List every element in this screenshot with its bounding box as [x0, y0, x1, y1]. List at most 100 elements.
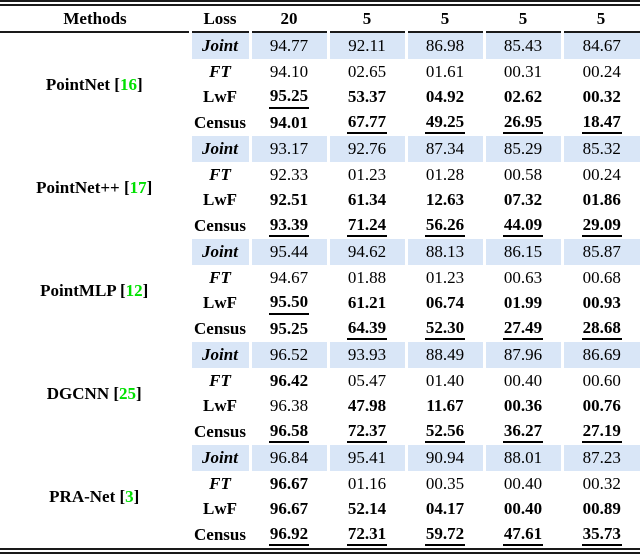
- value-text: 01.61: [425, 61, 465, 81]
- value-text: 64.39: [346, 318, 388, 341]
- value-text: 18.47: [581, 112, 622, 135]
- value-cell: 71.24: [326, 213, 406, 239]
- value-cell: 95.44: [248, 239, 328, 265]
- loss-cell: Joint: [188, 136, 250, 162]
- value-cell: 84.67: [560, 32, 640, 59]
- value-text: 86.98: [425, 35, 465, 55]
- value-cell: 00.40: [482, 367, 562, 394]
- value-text: 00.31: [503, 61, 543, 81]
- value-cell: 88.13: [404, 239, 484, 265]
- value-cell: 00.89: [560, 496, 640, 523]
- value-cell: 85.29: [482, 136, 562, 162]
- loss-cell: Joint: [188, 32, 250, 59]
- value-text: 00.93: [582, 293, 621, 313]
- value-text: 12.63: [425, 190, 465, 210]
- value-text: 00.68: [582, 267, 621, 287]
- value-cell: 01.16: [326, 470, 406, 497]
- value-cell: 95.25: [248, 84, 328, 111]
- value-text: 00.40: [503, 370, 543, 390]
- value-cell: 01.23: [326, 161, 406, 188]
- value-text: 86.69: [582, 344, 621, 364]
- table-row: FT 96.67 01.16 00.35 00.40 00.32: [0, 470, 640, 497]
- value-text: 92.76: [347, 138, 387, 158]
- value-cell: 07.32: [482, 187, 562, 214]
- value-cell: 95.25: [248, 316, 328, 342]
- loss-label: Joint: [202, 138, 238, 158]
- value-text: 00.24: [582, 164, 621, 184]
- value-cell: 87.23: [560, 445, 640, 471]
- value-text: 88.01: [503, 447, 543, 467]
- method-cell: PointMLP [12]: [0, 239, 190, 342]
- value-cell: 93.39: [248, 213, 328, 239]
- value-text: 96.67: [269, 473, 309, 493]
- results-table: Methods Loss 20 5 5 5 5 PointNet [16] Joi…: [0, 6, 640, 548]
- loss-label: Joint: [202, 344, 238, 364]
- value-cell: 96.67: [248, 496, 328, 523]
- value-cell: 00.40: [482, 496, 562, 523]
- value-text: 47.98: [347, 396, 387, 416]
- loss-label: Census: [194, 113, 246, 133]
- value-text: 95.50: [268, 292, 310, 315]
- value-cell: 94.10: [248, 58, 328, 85]
- value-cell: 87.96: [482, 342, 562, 368]
- table-header: Methods Loss 20 5 5 5 5: [0, 6, 640, 33]
- value-text: 94.77: [269, 35, 309, 55]
- value-cell: 06.74: [404, 290, 484, 317]
- value-cell: 00.68: [560, 264, 640, 291]
- value-text: 36.27: [502, 421, 544, 444]
- loss-label: FT: [209, 473, 231, 493]
- loss-label: LwF: [203, 190, 237, 210]
- value-cell: 18.47: [560, 110, 640, 136]
- value-cell: 86.69: [560, 342, 640, 368]
- value-text: 96.52: [269, 344, 309, 364]
- value-cell: 96.58: [248, 419, 328, 445]
- value-text: 61.21: [347, 293, 387, 313]
- value-text: 00.58: [503, 164, 543, 184]
- loss-cell: FT: [188, 470, 250, 497]
- value-cell: 93.93: [326, 342, 406, 368]
- value-cell: 01.99: [482, 290, 562, 317]
- value-text: 27.49: [502, 318, 544, 341]
- loss-cell: LwF: [188, 393, 250, 420]
- value-cell: 95.50: [248, 290, 328, 317]
- value-cell: 85.32: [560, 136, 640, 162]
- value-cell: 87.34: [404, 136, 484, 162]
- value-text: 95.44: [269, 241, 309, 261]
- value-cell: 96.52: [248, 342, 328, 368]
- value-text: 56.26: [424, 215, 466, 238]
- value-cell: 92.33: [248, 161, 328, 188]
- value-cell: 72.37: [326, 419, 406, 445]
- value-cell: 04.17: [404, 496, 484, 523]
- value-text: 04.92: [425, 87, 465, 107]
- value-text: 01.86: [582, 190, 621, 210]
- value-cell: 00.40: [482, 470, 562, 497]
- value-cell: 86.15: [482, 239, 562, 265]
- loss-label: Census: [194, 525, 246, 545]
- value-cell: 02.62: [482, 84, 562, 111]
- value-text: 93.39: [268, 215, 310, 238]
- value-text: 61.34: [347, 190, 387, 210]
- value-cell: 96.67: [248, 470, 328, 497]
- table-row: Census 94.01 67.77 49.25 26.95 18.47: [0, 110, 640, 136]
- loss-cell: Census: [188, 110, 250, 136]
- table-top-rule: [0, 0, 640, 6]
- value-cell: 95.41: [326, 445, 406, 471]
- value-cell: 01.86: [560, 187, 640, 214]
- value-cell: 00.63: [482, 264, 562, 291]
- value-cell: 94.62: [326, 239, 406, 265]
- value-text: 92.11: [348, 35, 386, 55]
- value-text: 92.33: [269, 164, 309, 184]
- loss-cell: FT: [188, 161, 250, 188]
- value-text: 27.19: [581, 421, 622, 444]
- header-methods: Methods: [0, 6, 190, 33]
- value-text: 07.32: [503, 190, 543, 210]
- loss-cell: LwF: [188, 290, 250, 317]
- value-cell: 92.11: [326, 32, 406, 59]
- table-row: LwF 95.25 53.37 04.92 02.62 00.32: [0, 84, 640, 111]
- loss-label: Joint: [202, 35, 238, 55]
- value-cell: 00.58: [482, 161, 562, 188]
- value-text: 67.77: [346, 112, 388, 135]
- value-text: 00.40: [503, 473, 543, 493]
- value-cell: 94.01: [248, 110, 328, 136]
